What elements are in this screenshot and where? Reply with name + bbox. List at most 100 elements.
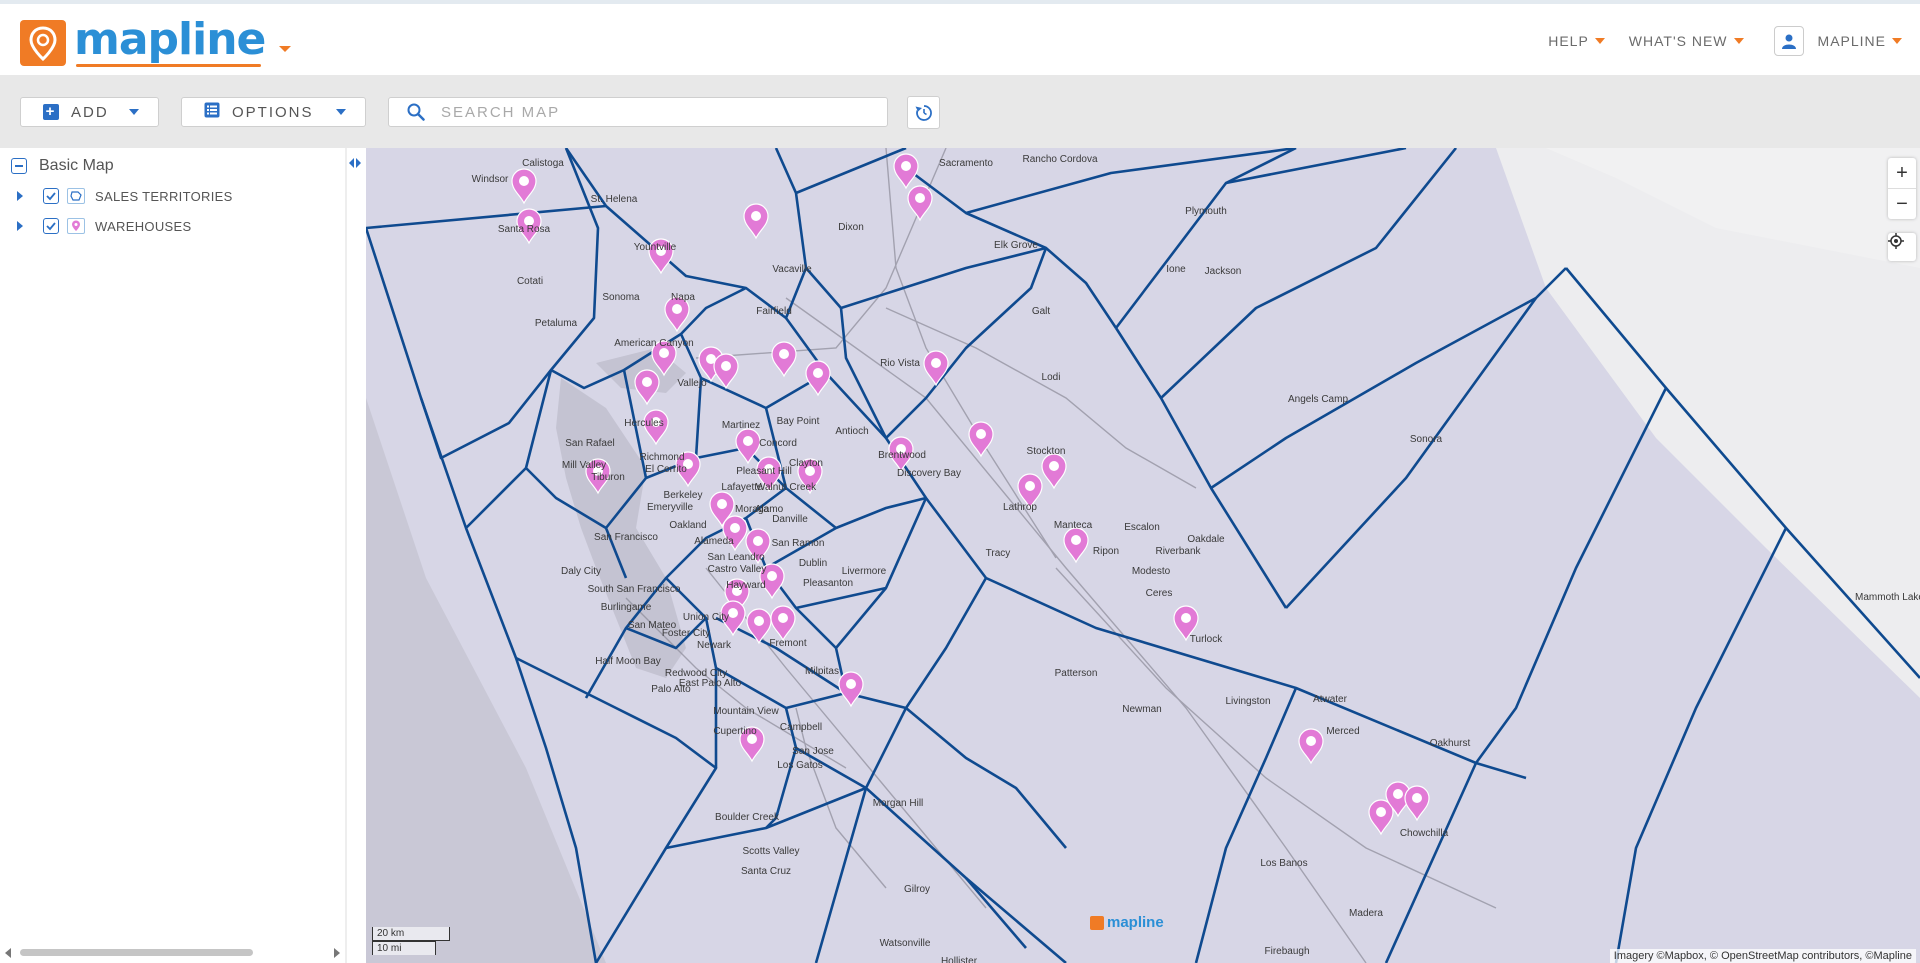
map-canvas[interactable]: Calistoga Windsor St. Helena Santa Rosa Youn…: [366, 148, 1920, 963]
mapline-logo[interactable]: mapline: [20, 18, 292, 67]
warehouse-pin-icon[interactable]: [770, 605, 796, 642]
city-label: Mammoth Lakes: [1855, 592, 1920, 603]
city-label: El Cerrito: [645, 464, 687, 475]
city-label: Half Moon Bay: [595, 656, 661, 667]
city-label: East Palo Alto: [678, 678, 742, 689]
city-label: Gilroy: [903, 884, 931, 895]
city-label: Dixon: [838, 222, 864, 233]
layer-checkbox[interactable]: [43, 218, 59, 234]
city-label: Discovery Bay: [897, 468, 961, 479]
warehouse-pin-icon[interactable]: [643, 409, 669, 446]
chevron-down-icon: [128, 109, 139, 115]
warehouse-pin-icon[interactable]: [805, 360, 831, 397]
warehouse-pin-icon[interactable]: [585, 458, 611, 495]
warehouse-pin-icon[interactable]: [634, 369, 660, 406]
warehouse-pin-icon[interactable]: [1173, 605, 1199, 642]
city-label: Manteca: [1053, 520, 1093, 531]
warehouse-pin-icon[interactable]: [735, 428, 761, 465]
city-label: Lafayette: [721, 482, 763, 493]
warehouse-pin-icon[interactable]: [651, 340, 677, 377]
warehouse-pin-icon[interactable]: [1298, 728, 1324, 765]
city-label: Union City: [682, 612, 730, 623]
whats-new-menu[interactable]: WHAT'S NEW: [1629, 33, 1744, 49]
add-button[interactable]: + ADD: [20, 97, 159, 127]
zoom-in-button[interactable]: +: [1888, 158, 1916, 189]
city-label: Escalon: [1124, 522, 1160, 533]
refresh-button[interactable]: [907, 96, 940, 129]
options-button[interactable]: OPTIONS: [181, 97, 366, 127]
warehouse-pin-icon[interactable]: [968, 421, 994, 458]
warehouse-pin-icon[interactable]: [1368, 799, 1394, 836]
warehouse-pin-icon[interactable]: [746, 608, 772, 645]
warehouse-pin-icon[interactable]: [888, 436, 914, 473]
warehouse-pin-icon[interactable]: [713, 353, 739, 390]
city-label: Calistoga: [522, 158, 564, 169]
warehouse-pin-icon[interactable]: [743, 203, 769, 240]
sidebar-divider: [345, 148, 347, 963]
warehouse-pin-icon[interactable]: [923, 350, 949, 387]
warehouse-pin-icon[interactable]: [720, 600, 746, 637]
watermark-text: mapline: [1107, 914, 1164, 931]
city-label: Antioch: [835, 426, 869, 437]
locate-button[interactable]: [1888, 233, 1916, 261]
chevron-down-icon: [1594, 38, 1605, 44]
city-label: Turlock: [1189, 634, 1223, 645]
help-menu[interactable]: HELP: [1548, 33, 1605, 49]
warehouse-pin-icon[interactable]: [1017, 473, 1043, 510]
warehouse-pin-icon[interactable]: [797, 458, 823, 495]
city-label: Merced: [1326, 726, 1360, 737]
warehouse-pin-icon[interactable]: [675, 451, 701, 488]
warehouse-pin-icon[interactable]: [664, 296, 690, 333]
warehouse-pin-icon[interactable]: [771, 341, 797, 378]
city-label: Vallejo: [677, 378, 707, 389]
city-label: Fairfield: [756, 306, 792, 317]
layer-checkbox[interactable]: [43, 188, 59, 204]
expand-icon[interactable]: [17, 191, 23, 201]
horizontal-scrollbar[interactable]: [20, 949, 253, 956]
warehouse-pin-icon[interactable]: [516, 208, 542, 245]
city-label: Oakdale: [1187, 534, 1225, 545]
zoom-out-button[interactable]: −: [1896, 192, 1908, 215]
map-attribution: Imagery ©Mapbox, © OpenStreetMap contrib…: [1609, 949, 1916, 963]
warehouse-pin-icon[interactable]: [756, 456, 782, 493]
city-label: Riverbank: [1155, 546, 1201, 557]
layer-label: SALES TERRITORIES: [95, 188, 233, 204]
warehouse-pin-icon[interactable]: [724, 578, 750, 615]
layer-warehouses[interactable]: WAREHOUSES: [17, 218, 191, 234]
scroll-left-arrow[interactable]: [5, 948, 11, 958]
warehouse-pin-icon[interactable]: [511, 168, 537, 205]
warehouse-pin-icon[interactable]: [893, 153, 919, 190]
check-icon: [46, 192, 56, 201]
expand-icon[interactable]: [17, 221, 23, 231]
list-icon: [204, 102, 220, 122]
logo-caret-icon[interactable]: [279, 46, 292, 52]
warehouse-pin-icon[interactable]: [838, 671, 864, 708]
city-label: Burlingame: [600, 602, 652, 613]
city-label: Jackson: [1204, 266, 1242, 277]
layers-sidebar: Basic Map SALES TERRITORIES WAREHOUSES: [0, 148, 377, 963]
city-label: Hollister: [940, 956, 978, 963]
warehouse-pin-icon[interactable]: [745, 528, 771, 565]
city-label: Danville: [772, 514, 808, 525]
warehouse-pin-icon[interactable]: [709, 491, 735, 528]
warehouse-pin-icon[interactable]: [907, 185, 933, 222]
layer-sales-territories[interactable]: SALES TERRITORIES: [17, 188, 233, 204]
city-label: Newman: [1122, 704, 1162, 715]
scale-mi: 10 mi: [372, 941, 436, 955]
city-label: San Mateo: [627, 620, 677, 631]
scroll-right-arrow[interactable]: [334, 948, 340, 958]
city-label: Mill Valley: [561, 460, 607, 471]
city-label: South San Francisco: [587, 584, 681, 595]
account-menu[interactable]: MAPLINE: [1773, 26, 1902, 56]
warehouse-pin-icon[interactable]: [648, 238, 674, 275]
city-label: Emeryville: [646, 502, 694, 513]
warehouse-pin-icon[interactable]: [1063, 527, 1089, 564]
warehouse-pin-icon[interactable]: [739, 726, 765, 763]
warehouse-pin-icon[interactable]: [722, 515, 748, 552]
city-label: Rancho Cordova: [1022, 154, 1098, 165]
warehouse-pin-icon[interactable]: [759, 563, 785, 600]
collapse-icon[interactable]: [11, 158, 27, 174]
warehouse-pin-icon[interactable]: [1404, 785, 1430, 822]
warehouse-pin-icon[interactable]: [1041, 453, 1067, 490]
search-input[interactable]: [439, 102, 863, 122]
